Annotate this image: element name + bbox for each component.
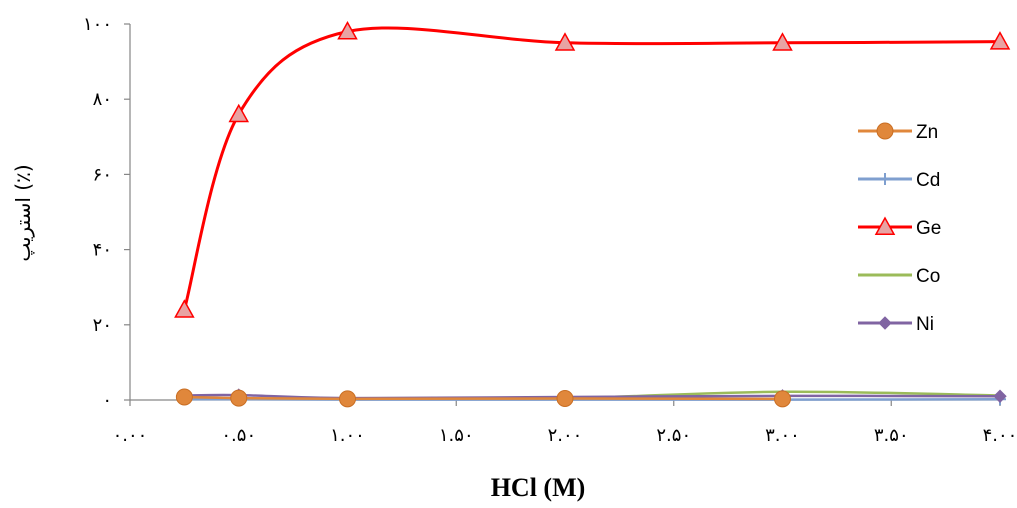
x-tick-label: ٢.٠٠ bbox=[548, 425, 583, 446]
series-ni bbox=[177, 388, 1007, 405]
series-ni-line bbox=[183, 393, 1002, 400]
legend-marker-ge bbox=[874, 216, 896, 235]
y-tick-label: ٨٠ bbox=[93, 89, 112, 110]
series-ge bbox=[174, 20, 1011, 318]
legend-item-co: Co bbox=[858, 266, 940, 287]
axes: ٠ ٢٠ ۴٠ ۶٠ ٨٠ ١٠٠ ٠.٠٠ ٠.۵٠ ١.٠٠ ١.۵٠ ٢.٠٠ ٢.۵٠ ٣.٠٠… bbox=[83, 14, 1017, 446]
series-ge-point bbox=[989, 31, 1011, 50]
series-ni-point bbox=[993, 389, 1007, 403]
legend-label-zn: Zn bbox=[916, 122, 938, 143]
x-tick-label: ٣.٠٠ bbox=[765, 425, 800, 446]
legend-item-zn: Zn bbox=[858, 122, 938, 143]
legend-item-cd: Cd bbox=[858, 170, 940, 191]
x-tick-label: ٣.۵٠ bbox=[874, 425, 909, 446]
series-ge-point bbox=[228, 103, 250, 123]
y-tick-label: ١٠٠ bbox=[83, 14, 112, 35]
legend-marker-zn bbox=[876, 122, 894, 140]
legend-item-ni: Ni bbox=[858, 314, 934, 335]
legend-item-ge: Ge bbox=[858, 216, 941, 239]
x-axis-title: HCl (M) bbox=[491, 473, 586, 502]
series-zn bbox=[175, 388, 791, 408]
series-ge-point bbox=[554, 32, 576, 51]
series-ge-point bbox=[337, 20, 358, 40]
legend: Zn Cd Ge Co Ni bbox=[858, 122, 941, 335]
x-tick-label: ٢.۵٠ bbox=[656, 425, 691, 446]
legend-label-co: Co bbox=[916, 266, 940, 287]
x-tick-label: ۴.٠٠ bbox=[983, 425, 1017, 446]
y-axis-title: استریپ (٪) bbox=[11, 164, 36, 261]
x-tick-label: ١.٠٠ bbox=[330, 425, 365, 446]
legend-label-ni: Ni bbox=[916, 314, 934, 335]
series-layer bbox=[174, 20, 1011, 408]
y-tick-label: ۴٠ bbox=[93, 240, 112, 261]
legend-marker-ni bbox=[878, 316, 892, 330]
legend-marker-cd bbox=[879, 173, 891, 185]
series-zn-point bbox=[556, 389, 574, 407]
series-ge-point bbox=[174, 299, 195, 318]
series-zn-point bbox=[175, 388, 193, 406]
series-zn-point bbox=[774, 390, 791, 408]
legend-label-ge: Ge bbox=[916, 218, 941, 239]
series-ge-point bbox=[772, 32, 793, 51]
y-tick-label: ٢٠ bbox=[93, 315, 112, 336]
y-tick-label: ۶٠ bbox=[93, 164, 112, 185]
x-tick-label: ٠.۵٠ bbox=[221, 425, 256, 446]
x-tick-label: ٠.٠٠ bbox=[113, 425, 148, 446]
y-tick-label: ٠ bbox=[102, 390, 112, 411]
x-tick-label: ١.۵٠ bbox=[439, 425, 474, 446]
series-zn-point bbox=[230, 389, 248, 407]
series-zn-point bbox=[339, 390, 356, 408]
series-ge-line bbox=[182, 26, 1002, 312]
legend-label-cd: Cd bbox=[916, 170, 940, 191]
